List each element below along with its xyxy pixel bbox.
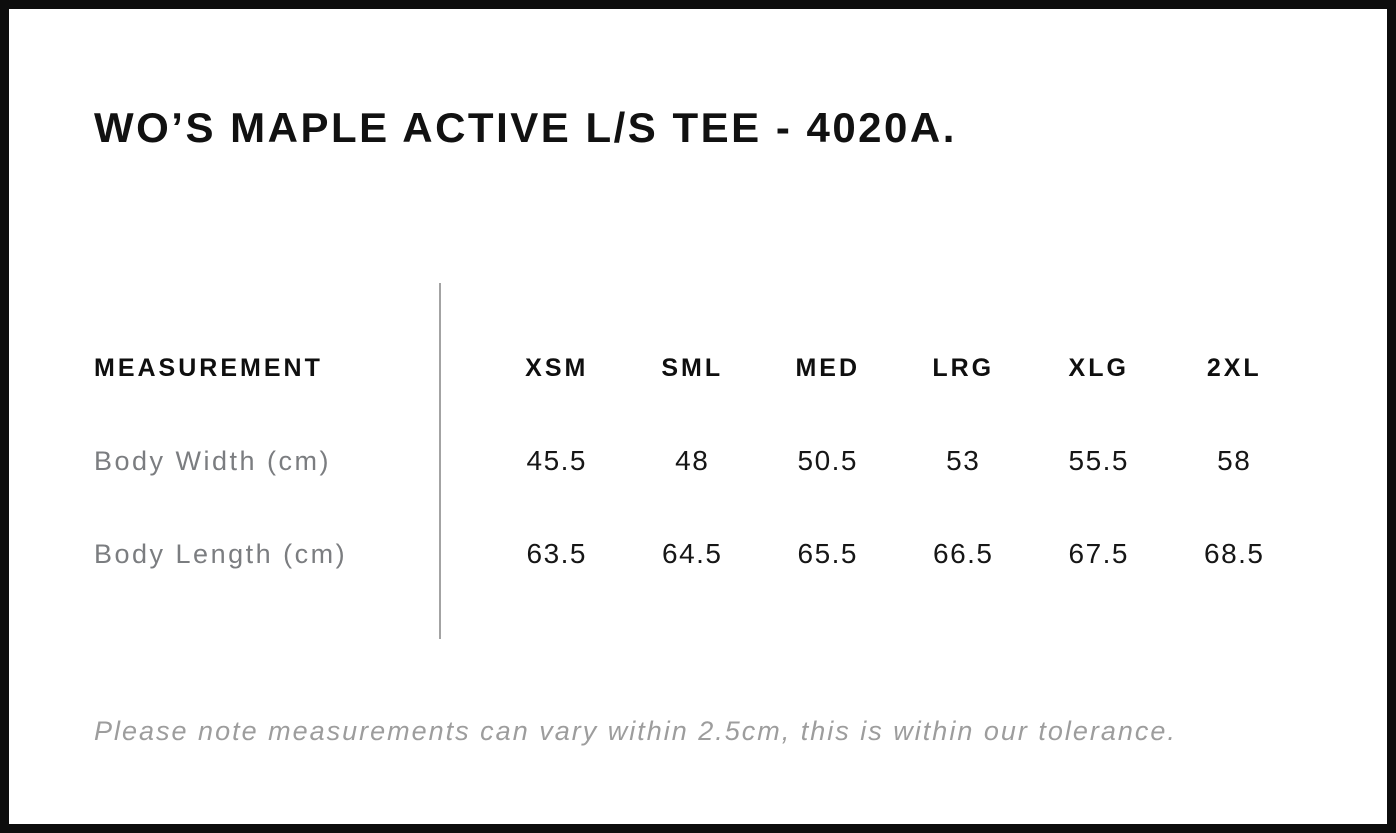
size-chart-header-row: MEASUREMENT XSM SML MED LRG XLG 2XL xyxy=(94,354,1302,382)
table-vertical-divider xyxy=(439,283,441,639)
body-width-value-xsm: 45.5 xyxy=(526,445,587,476)
body-width-value-xlg: 55.5 xyxy=(1068,445,1129,476)
body-length-value-med: 65.5 xyxy=(797,538,858,569)
body-length-value-xlg: 67.5 xyxy=(1068,538,1129,569)
body-length-value-lrg: 66.5 xyxy=(933,538,994,569)
body-width-value-med: 50.5 xyxy=(797,445,858,476)
size-header-2xl: 2XL xyxy=(1206,354,1262,382)
body-length-value-sml: 64.5 xyxy=(662,538,723,569)
size-header-med: MED xyxy=(795,354,861,382)
tolerance-note: Please note measurements can vary within… xyxy=(94,716,1177,746)
table-row-body-length: Body Length (cm) 63.5 64.5 65.5 66.5 67.… xyxy=(94,538,1302,570)
size-header-xsm: XSM xyxy=(525,354,589,382)
table-row-body-width: Body Width (cm) 45.5 48 50.5 53 55.5 58 xyxy=(94,445,1302,477)
size-header-xlg: XLG xyxy=(1068,354,1129,382)
body-length-value-xsm: 63.5 xyxy=(526,538,587,569)
measurement-column-header: MEASUREMENT xyxy=(94,354,323,382)
page-title: WO’S MAPLE ACTIVE L/S TEE - 4020A. xyxy=(94,104,957,151)
body-width-value-2xl: 58 xyxy=(1217,445,1252,476)
row-label-body-width: Body Width (cm) xyxy=(94,446,332,476)
size-header-sml: SML xyxy=(661,354,724,382)
body-width-value-lrg: 53 xyxy=(946,445,981,476)
row-label-body-length: Body Length (cm) xyxy=(94,539,348,569)
size-header-lrg: LRG xyxy=(932,354,995,382)
body-width-value-sml: 48 xyxy=(675,445,710,476)
body-length-value-2xl: 68.5 xyxy=(1204,538,1265,569)
